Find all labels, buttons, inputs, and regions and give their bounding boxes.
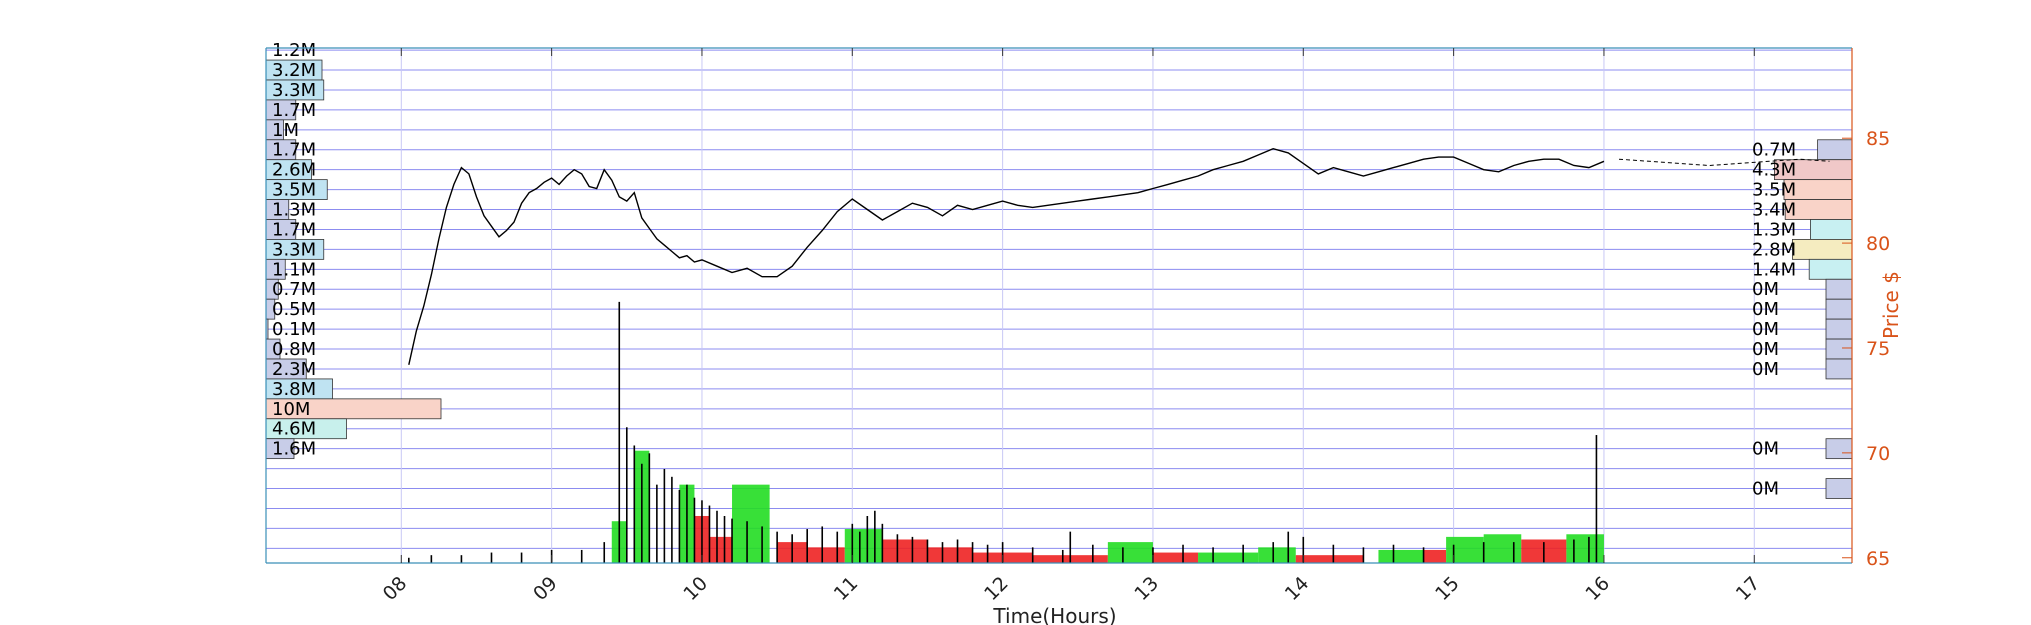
x-tick-label: 09 xyxy=(529,572,562,605)
trade-box xyxy=(1378,549,1424,563)
left-volume-profile: 1.2M3.2M3.3M1.7M1M1.7M2.6M3.5M1.3M1.7M3.… xyxy=(265,40,442,460)
right-profile-bar xyxy=(1792,239,1853,260)
x-tick-label: 08 xyxy=(379,572,412,605)
axes xyxy=(265,47,1853,564)
left-profile-label: 1.6M xyxy=(272,439,316,460)
right-profile-bar xyxy=(1825,298,1853,320)
right-profile-label: 0M xyxy=(1752,439,1779,460)
y-axis-ticks: 65 70 75 80 85 xyxy=(1842,128,1890,570)
trade-box xyxy=(1483,534,1522,563)
right-profile-bar xyxy=(1825,318,1853,340)
price-line xyxy=(408,147,1830,365)
trade-box xyxy=(1446,536,1484,563)
left-profile-label: 0.7M xyxy=(272,279,316,300)
right-profile-label: 3.5M xyxy=(1752,180,1796,201)
right-profile-bar xyxy=(1808,258,1853,280)
left-profile-label: 1.7M xyxy=(272,140,316,161)
price-series-line xyxy=(408,147,1605,365)
trade-box xyxy=(1152,552,1199,563)
x-axis-ticks: 08 09 10 11 12 13 14 15 16 17 xyxy=(379,48,1765,605)
x-tick-label: 12 xyxy=(980,572,1013,605)
left-profile-label: 0.8M xyxy=(272,339,316,360)
y-tick-label: 75 xyxy=(1866,338,1890,360)
trade-box xyxy=(1107,542,1153,563)
trade-box xyxy=(1566,534,1604,563)
y-tick-label: 85 xyxy=(1866,128,1890,150)
y-tick-label: 80 xyxy=(1866,233,1890,255)
trade-box xyxy=(1423,549,1447,563)
left-profile-label: 3.5M xyxy=(272,180,316,201)
trade-boxes xyxy=(611,450,1604,563)
right-profile-bar xyxy=(1825,478,1853,499)
right-profile-label: 0M xyxy=(1752,479,1779,500)
left-profile-label: 3.3M xyxy=(272,80,316,101)
left-profile-label: 3.2M xyxy=(272,60,316,81)
right-profile-label: 0M xyxy=(1752,279,1779,300)
left-profile-label: 3.3M xyxy=(272,239,316,260)
trade-box xyxy=(709,536,733,563)
x-tick-label: 17 xyxy=(1732,572,1765,605)
right-profile-label: 4.3M xyxy=(1752,160,1796,181)
left-profile-label: 0.5M xyxy=(272,299,316,320)
right-profile-bar xyxy=(1825,358,1853,380)
right-profile-label: 0.7M xyxy=(1752,140,1796,161)
right-profile-bar xyxy=(1825,278,1853,300)
trade-box xyxy=(882,539,928,563)
trade-box xyxy=(1258,547,1296,563)
left-profile-label: 2.3M xyxy=(272,359,316,380)
grid xyxy=(266,48,1852,563)
left-profile-label: 0.1M xyxy=(272,319,316,340)
right-profile-bar xyxy=(1825,338,1853,360)
right-volume-profile: 0.7M4.3M3.5M3.4M1.3M2.8M1.4M0M0M0M0M0M0M… xyxy=(1752,139,1853,500)
trade-box xyxy=(1198,552,1259,563)
right-profile-label: 0M xyxy=(1752,359,1779,380)
left-profile-label: 3.8M xyxy=(272,379,316,400)
right-profile-label: 0M xyxy=(1752,319,1779,340)
right-profile-label: 0M xyxy=(1752,299,1779,320)
trade-box xyxy=(732,484,770,563)
left-profile-label: 1M xyxy=(272,120,299,141)
left-profile-label: 10M xyxy=(272,399,310,420)
left-profile-label: 4.6M xyxy=(272,419,316,440)
x-tick-label: 15 xyxy=(1431,572,1464,605)
trade-box xyxy=(844,529,883,563)
x-axis-title: Time(Hours) xyxy=(992,604,1116,625)
trade-box xyxy=(927,547,973,563)
left-profile-label: 1.3M xyxy=(272,200,316,221)
trade-box xyxy=(807,547,845,563)
y-tick-label: 70 xyxy=(1866,443,1890,465)
left-profile-label: 2.6M xyxy=(272,160,316,181)
right-profile-bar xyxy=(1810,219,1853,240)
right-profile-label: 0M xyxy=(1752,339,1779,360)
x-tick-label: 10 xyxy=(679,572,712,605)
left-profile-label: 1.1M xyxy=(272,259,316,280)
after-hours-line xyxy=(1618,158,1830,167)
right-profile-label: 3.4M xyxy=(1752,200,1796,221)
left-profile-label: 1.2M xyxy=(272,40,316,61)
y-axis-title: Price $ xyxy=(1879,271,1903,339)
y-tick-label: 65 xyxy=(1866,548,1890,570)
x-tick-label: 16 xyxy=(1581,572,1614,605)
right-profile-bar xyxy=(1825,438,1853,460)
x-tick-label: 14 xyxy=(1281,572,1314,605)
right-profile-label: 1.3M xyxy=(1752,219,1796,240)
x-tick-label: 11 xyxy=(830,572,863,605)
right-profile-bar xyxy=(1817,139,1853,161)
x-tick-label: 13 xyxy=(1130,572,1163,605)
trade-box xyxy=(1295,555,1364,563)
left-profile-label: 1.7M xyxy=(272,100,316,121)
left-profile-label: 1.7M xyxy=(272,219,316,240)
right-profile-label: 1.4M xyxy=(1752,259,1796,280)
right-profile-label: 2.8M xyxy=(1752,239,1796,260)
